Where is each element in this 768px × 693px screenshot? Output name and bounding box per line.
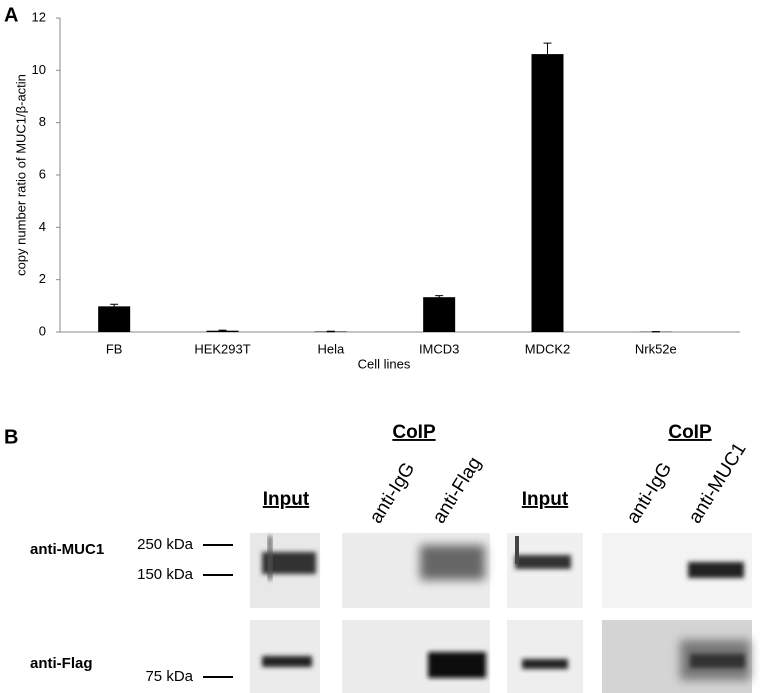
y-tick-label: 4 [39,219,46,234]
panel-label: B [4,426,18,448]
y-tick-label: 6 [39,166,46,181]
x-tick-label: Nrk52e [635,341,677,356]
lane-header: Input [263,489,310,510]
lane-header: anti-IgG [366,459,420,527]
y-axis-label: copy number ratio of MUC1/β-actin [13,74,28,276]
lane-header: anti-IgG [623,459,677,527]
lane-header: anti-MUC1 [685,439,751,527]
bar [423,297,456,332]
x-tick-label: FB [106,341,123,356]
y-tick-label: 0 [39,323,46,338]
lane-header: Input [522,489,569,510]
group-header: CoIP [668,422,712,443]
marker-lines [203,544,233,678]
row-label: anti-MUC1 [30,541,104,558]
y-tick-label: 10 [32,62,46,77]
x-tick-label: Hela [317,341,345,356]
bar [98,306,131,332]
y-tick-label: 2 [39,271,46,286]
marker-label: 250 kDa [137,536,194,553]
x-tick-label: MDCK2 [525,341,571,356]
x-tick-label: IMCD3 [419,341,459,356]
marker-label: 150 kDa [137,566,194,583]
blot-images [250,533,752,693]
y-tick-label: 12 [32,9,46,24]
panel-label: A [4,4,18,26]
marker-label: 75 kDa [145,668,193,685]
lane-header: anti-Flag [429,453,486,527]
x-tick-label: HEK293T [194,341,250,356]
bar [531,54,564,333]
group-header: CoIP [392,422,436,443]
y-tick-label: 8 [39,114,46,129]
x-axis-label: Cell lines [358,356,411,371]
row-label: anti-Flag [30,655,93,672]
